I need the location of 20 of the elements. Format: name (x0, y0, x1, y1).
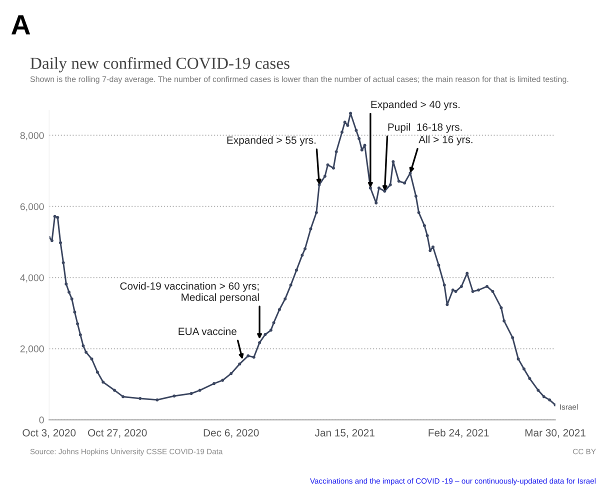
y-tick-label: 2,000 (20, 345, 44, 354)
y-tick-label: 6,000 (20, 203, 44, 212)
chart-title: Daily new confirmed COVID-19 cases (30, 57, 290, 72)
y-tick-label: 4,000 (20, 274, 44, 282)
x-tick-label: Jan 15, 2021 (314, 429, 374, 438)
x-tick-label: Feb 24, 2021 (428, 428, 489, 438)
annotation: All > 16 yrs. (418, 136, 472, 146)
x-tick-label: Oct 3, 2020 (22, 429, 76, 438)
x-tick-label: Dec 6, 2020 (204, 429, 259, 438)
annotation: EUA vaccine (178, 327, 236, 336)
annotation: Expanded > 40 yrs. (371, 100, 460, 110)
chart-subtitle: Shown is the rolling 7-day average. The number of confirmed cases is lower than the number of actual cases; the main reason for that is limited testing. (30, 76, 568, 84)
x-tick-label: Oct 27, 2020 (88, 429, 147, 438)
annotation: Covid-19 vaccination > 60 yrs; Medical personal (120, 282, 259, 303)
y-tick-label: 0 (39, 416, 44, 424)
annotation: Pupil 16-18 yrs. (388, 123, 462, 133)
text: A (11, 15, 30, 34)
y-tick-label: 8,000 (20, 132, 44, 140)
x-tick-label: Mar 30, 2021 (525, 429, 586, 438)
annotation: Expanded > 55 yrs. (227, 136, 316, 146)
